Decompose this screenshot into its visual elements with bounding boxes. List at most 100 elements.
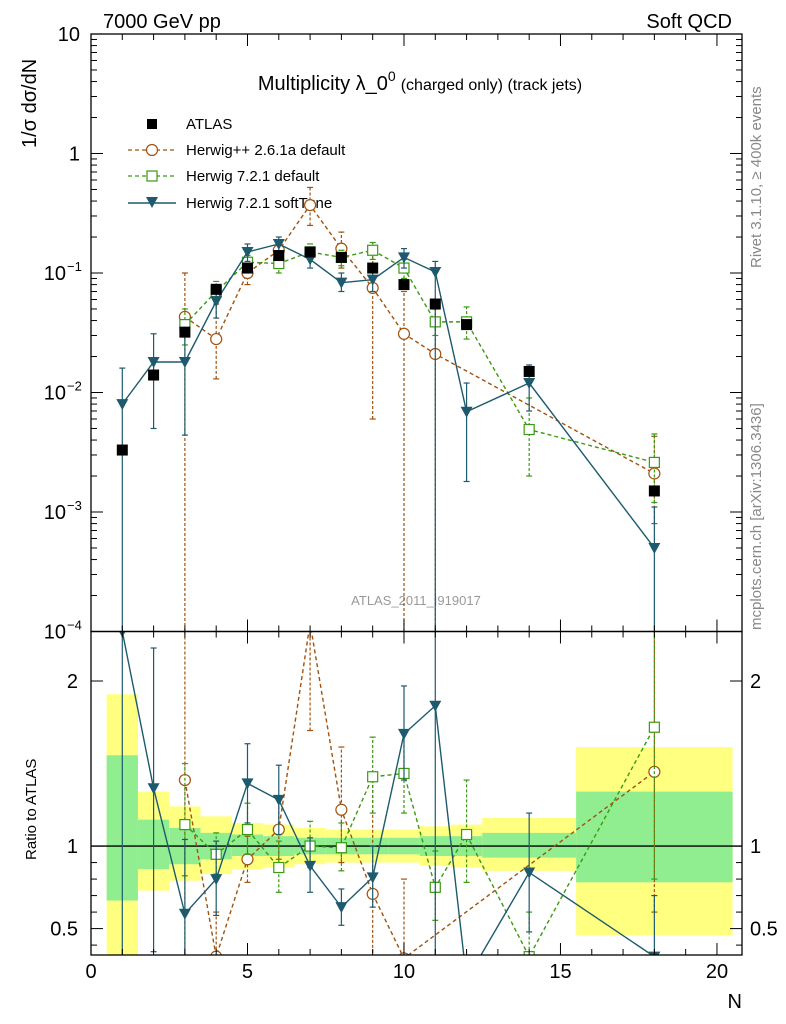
y-tick-label-ratio: 0.5: [50, 919, 78, 941]
main-point-softtune: [178, 356, 191, 368]
main-point-softtune: [116, 399, 129, 411]
chart-title-sup: 0: [388, 68, 396, 84]
main-point-atlas: [523, 365, 535, 377]
main-point-herwigpp: [397, 327, 411, 340]
main-line-herwig721: [184, 249, 655, 464]
y-tick-label-exponent: −2: [67, 379, 82, 394]
ratio-point-herwig721: [367, 771, 379, 783]
main-point-herwig721: [648, 456, 660, 469]
ratio-series-softtune: [119, 632, 661, 986]
ratio-point-softtune: [241, 778, 254, 790]
legend-marker-atlas: [147, 119, 157, 129]
y-tick-label-ratio: 1: [67, 836, 78, 858]
main-point-atlas: [210, 283, 222, 295]
main-plot-series: [116, 186, 661, 631]
analysis-id: ATLAS_2011_I919017: [351, 593, 481, 608]
ratio-point-softtune: [397, 728, 410, 740]
main-point-atlas: [648, 485, 660, 497]
y-tick-label-main: 1: [69, 144, 80, 166]
legend-label-atlas: ATLAS: [186, 116, 232, 133]
ratio-uncertainty-bands: [106, 694, 733, 955]
side-url: mcplots.cern.ch [arXiv:1306.3436]: [748, 403, 765, 630]
main-point-softtune: [429, 266, 442, 278]
main-point-softtune: [335, 277, 348, 289]
legend-marker-herwigpp: [145, 143, 159, 157]
main-point-herwigpp: [210, 332, 223, 346]
main-point-softtune: [272, 238, 285, 250]
ratio-point-softtune: [304, 860, 317, 872]
ratio-line-herwigpp: [184, 632, 655, 955]
y-tick-label-ratio: 2: [67, 671, 78, 693]
chart-title-suffix: (charged only) (track jets): [401, 77, 582, 94]
main-point-herwigpp: [303, 198, 317, 212]
main-series-herwig721: [179, 241, 660, 504]
header-right: Soft QCD: [646, 11, 732, 33]
ratio-point-softtune: [210, 874, 223, 886]
y-tick-label-main: 10: [44, 622, 66, 644]
y-tick-label-exponent: −4: [67, 618, 82, 633]
x-tick-label: 20: [706, 961, 728, 983]
main-line-softtune: [121, 243, 655, 549]
ratio-point-herwig721: [648, 721, 660, 733]
ratio-point-softtune: [366, 872, 379, 884]
x-tick-label: 10: [393, 961, 415, 983]
main-point-atlas: [241, 262, 253, 274]
main-line-herwigpp: [184, 203, 655, 475]
chart-title-main: Multiplicity λ_0: [258, 73, 388, 95]
main-point-atlas: [429, 298, 441, 310]
y-axis-label-ratio: Ratio to ATLAS: [23, 759, 40, 860]
y-tick-label-main: 10: [58, 24, 80, 46]
side-rivet: Rivet 3.1.10, ≥ 400k events: [748, 86, 765, 268]
y-tick-label-main: 10: [44, 383, 66, 405]
main-point-atlas: [335, 251, 347, 263]
main-point-atlas: [304, 246, 316, 258]
ratio-point-softtune: [523, 867, 536, 879]
ratio-point-herwig721: [460, 828, 473, 841]
y-tick-label-ratio-right: 1: [750, 836, 761, 858]
main-point-herwig721: [523, 423, 535, 436]
ratio-point-herwig721: [241, 823, 254, 836]
legend-label-herwig721: Herwig 7.2.1 default: [186, 168, 320, 185]
legend-label-softtune: Herwig 7.2.1 softTune: [186, 195, 332, 212]
y-axis-label-main: 1/σ dσ/dN: [19, 59, 41, 148]
main-point-atlas: [148, 369, 160, 381]
legend-item-herwigpp: Herwig++ 2.6.1a default: [128, 142, 346, 159]
y-tick-label-main: 10: [44, 263, 66, 285]
ratio-point-herwigpp: [335, 803, 348, 816]
y-tick-label-ratio-right: 0.5: [750, 919, 778, 941]
x-tick-label: 15: [549, 961, 571, 983]
y-tick-label-exponent: −1: [67, 259, 82, 274]
legend-label-herwigpp: Herwig++ 2.6.1a default: [186, 142, 346, 159]
ratio-point-softtune: [147, 783, 160, 795]
y-tick-label-ratio-right: 2: [750, 671, 761, 693]
main-point-herwig721: [367, 244, 379, 256]
x-axis-label: N: [728, 991, 742, 1013]
ratio-point-softtune: [272, 794, 285, 806]
main-point-softtune: [460, 406, 473, 418]
main-point-softtune: [397, 252, 410, 264]
x-tick-label: 5: [242, 961, 253, 983]
ratio-point-herwig721: [179, 819, 191, 831]
main-point-softtune: [241, 246, 254, 258]
main-series-softtune: [116, 236, 661, 631]
y-tick-label-exponent: −3: [67, 498, 82, 513]
ratio-line-softtune: [121, 632, 654, 955]
legend-item-softtune: Herwig 7.2.1 softTune: [128, 195, 332, 212]
ratio-point-herwigpp: [241, 853, 254, 866]
legend: ATLAS Herwig++ 2.6.1a default Herwig 7.2…: [128, 116, 346, 212]
main-series-atlas: [116, 246, 660, 497]
main-point-softtune: [648, 542, 661, 554]
ratio-line-herwig721: [184, 726, 655, 955]
ratio-point-softtune: [178, 908, 191, 920]
legend-marker-herwig721: [146, 170, 158, 182]
legend-marker-softtune: [146, 197, 158, 208]
ratio-point-softtune: [429, 700, 442, 712]
main-point-softtune: [523, 378, 536, 390]
ratio-point-herwig721: [273, 861, 285, 874]
main-point-atlas: [179, 326, 191, 338]
header-left: 7000 GeV pp: [103, 11, 221, 33]
ratio-point-softtune: [461, 975, 473, 986]
main-point-atlas: [367, 262, 379, 274]
